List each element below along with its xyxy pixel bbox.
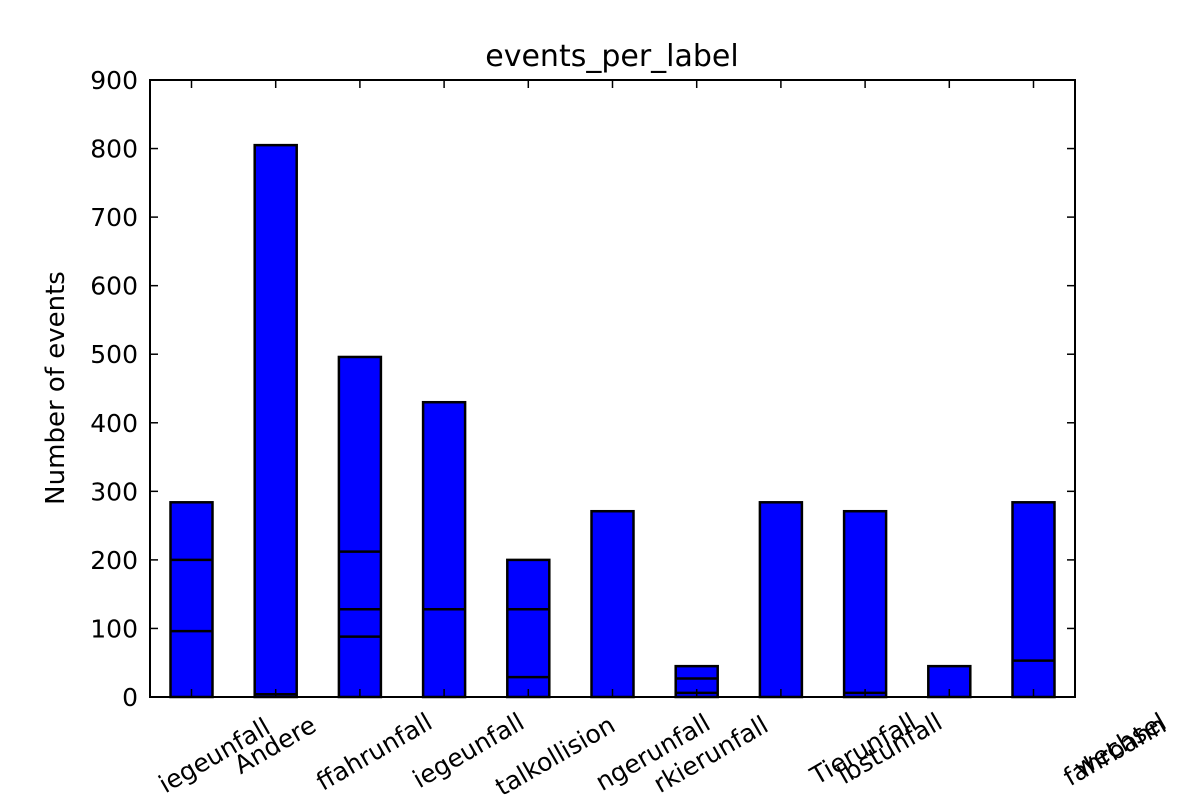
y-tick-label-600: 600: [90, 272, 138, 301]
bar-6: [590, 509, 635, 699]
y-tick-label-0: 0: [122, 683, 138, 712]
bar-11: [1011, 501, 1056, 699]
y-axis-label: Number of events: [41, 271, 71, 505]
y-tick-label-100: 100: [90, 614, 138, 643]
y-tick-label-300: 300: [90, 477, 138, 506]
y-tick-label-400: 400: [90, 409, 138, 438]
y-tick-label-900: 900: [90, 66, 138, 95]
bars-layer: [169, 143, 1056, 699]
bar-2: [253, 143, 298, 699]
y-tick-label-500: 500: [90, 340, 138, 369]
x-tick-label-12: wechsel: [1069, 707, 1171, 783]
y-tick-label-800: 800: [90, 135, 138, 164]
y-tick-label-200: 200: [90, 546, 138, 575]
bar-3: [337, 355, 383, 699]
y-tick-label-700: 700: [90, 203, 138, 232]
bar-9: [842, 509, 888, 699]
chart-title: events_per_label: [485, 39, 738, 74]
bar-4: [421, 400, 467, 699]
ticks-layer: [150, 79, 1075, 698]
plot-frame: [149, 79, 1076, 698]
bar-1: [169, 501, 214, 699]
bar-8: [758, 501, 804, 699]
